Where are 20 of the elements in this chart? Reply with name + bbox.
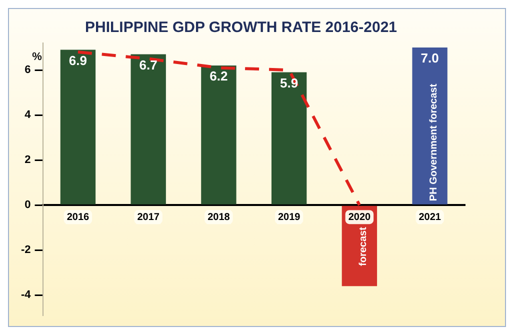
x-tick-label: 2020 [348,212,372,223]
data-label: 6.9 [68,52,88,68]
y-tick-label: 6 [24,64,31,76]
y-tick-label: -2 [21,244,31,256]
y-tick-label: 2 [24,154,31,166]
chart-title: PHILIPPINE GDP GROWTH RATE 2016-2021 [84,19,398,36]
y-tick-label: 0 [24,199,31,212]
y-tick-label: -4 [21,289,32,302]
x-tick-label: 2016 [66,212,90,223]
annotation: PH Government forecast [428,83,440,202]
x-tick-label: 2017 [137,212,160,223]
y-axis-title: % [32,51,42,64]
annotation: forecast [358,226,370,266]
data-label: 6.2 [210,68,228,84]
x-tick-label: 2018 [208,212,230,223]
x-tick-label: 2019 [278,212,301,223]
y-tick-label: 4 [24,109,32,122]
data-label: 7.0 [420,50,439,66]
x-tick-label: 2021 [418,212,442,223]
data-label: 6.7 [139,57,158,72]
